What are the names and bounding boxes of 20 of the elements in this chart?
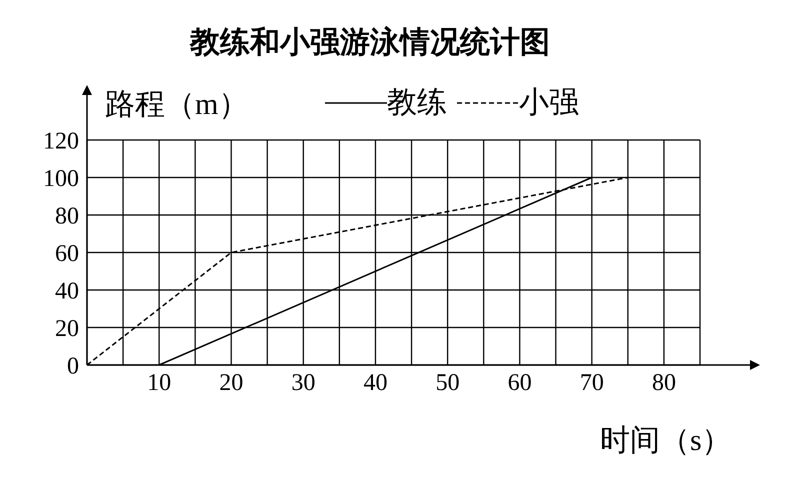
x-tick-label: 80: [652, 370, 676, 396]
x-tick-label: 50: [436, 370, 460, 396]
y-tick-label: 80: [55, 204, 79, 230]
y-tick-label: 120: [43, 128, 79, 155]
y-tick-label: 100: [43, 166, 79, 192]
x-tick-label: 70: [580, 370, 604, 396]
chart-title: 教练和小强游泳情况统计图: [190, 26, 550, 59]
y-tick-label: 0: [67, 354, 79, 380]
x-tick-label: 30: [291, 370, 316, 396]
y-tick-label: 40: [55, 278, 79, 305]
x-tick-label: 60: [508, 370, 532, 396]
y-axis-title: 路程（m）: [105, 88, 248, 121]
y-tick-label: 60: [55, 241, 79, 268]
legend-label: 教练: [387, 85, 447, 121]
y-tick-label: 20: [55, 316, 79, 342]
x-axis-title: 时间（s）: [600, 424, 732, 457]
x-tick-label: 10: [147, 370, 172, 396]
x-tick-label: 40: [363, 370, 388, 396]
legend-label: 小强: [519, 85, 579, 121]
x-tick-label: 20: [219, 370, 244, 396]
